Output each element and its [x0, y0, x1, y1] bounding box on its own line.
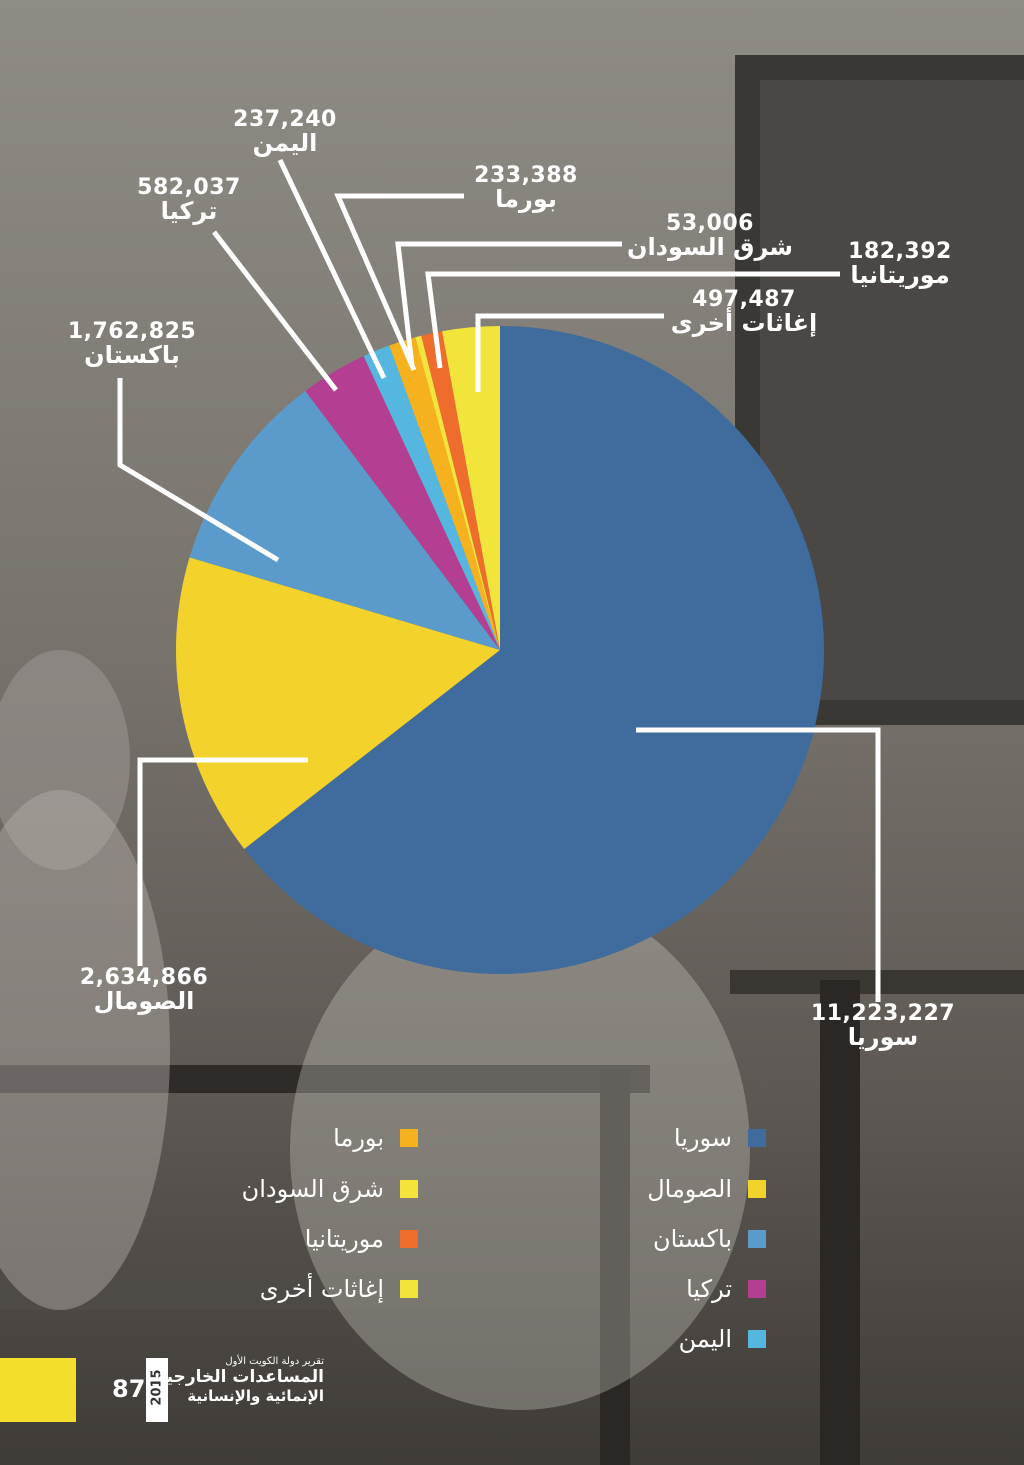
leader-line-turkey [212, 230, 338, 392]
pie-slice-other-relief [442, 326, 500, 650]
callout-somalia: 2,634,866 الصومال [74, 966, 214, 1014]
legend-item-pakistan: باكستان [653, 1225, 766, 1253]
pie-slice-turkey [305, 356, 500, 650]
footer-yellow-block [0, 1358, 76, 1422]
legend-item-yemen: اليمن [679, 1325, 766, 1353]
pie-slice-burma [389, 337, 500, 650]
callout-pakistan-label: باكستان [84, 341, 180, 370]
leader-line-burma [334, 193, 464, 372]
page-number: 87 [112, 1375, 146, 1403]
callout-east-sudan-label: شرق السودان [626, 233, 794, 262]
legend-label-mauritania: موريتانيا [304, 1225, 384, 1253]
pie-slice-yemen [363, 345, 500, 650]
legend-swatch-pakistan [748, 1230, 766, 1248]
callout-yemen-label: اليمن [252, 129, 318, 158]
legend-swatch-east-sudan [400, 1180, 418, 1198]
report-title-line3: الإنمائية والإنسانية [187, 1387, 324, 1405]
pie-slice-pakistan [189, 390, 500, 650]
callout-other-relief: 497,487 إغاثات أخرى [664, 288, 824, 336]
legend-item-syria: سوريا [674, 1124, 766, 1152]
callout-burma-value: 233,388 [474, 163, 578, 188]
legend-swatch-mauritania [400, 1230, 418, 1248]
legend-item-turkey: تركيا [686, 1275, 766, 1303]
callout-yemen-value: 237,240 [233, 107, 337, 132]
callout-pakistan-value: 1,762,825 [67, 319, 197, 344]
callout-syria-label: سوريا [847, 1023, 919, 1052]
legend-swatch-syria [748, 1129, 766, 1147]
callout-pakistan: 1,762,825 باكستان [62, 320, 202, 368]
callout-east-sudan-value: 53,006 [666, 211, 754, 236]
legend-label-burma: بورما [333, 1124, 384, 1152]
callout-other-relief-value: 497,487 [692, 287, 796, 312]
callout-burma-label: بورما [495, 185, 557, 214]
leader-line-east-sudan [395, 241, 622, 367]
pie-slice-east-sudan [415, 335, 500, 650]
legend-swatch-other-relief [400, 1280, 418, 1298]
year-box [146, 1358, 168, 1422]
callout-mauritania-label: موريتانيا [850, 261, 950, 290]
legend-item-somalia: الصومال [647, 1175, 766, 1203]
callout-somalia-label: الصومال [93, 987, 195, 1016]
legend-item-mauritania: موريتانيا [305, 1225, 418, 1253]
pie-slice-somalia [175, 557, 500, 849]
callout-somalia-value: 2,634,866 [79, 965, 209, 990]
leader-line-syria [636, 727, 881, 1002]
legend-item-east-sudan: شرق السودان [242, 1175, 418, 1203]
legend-label-yemen: اليمن [678, 1325, 732, 1353]
legend-swatch-yemen [748, 1330, 766, 1348]
leader-line-yemen [277, 158, 387, 380]
pie-slice-syria [244, 326, 824, 974]
callout-yemen: 237,240 اليمن [230, 108, 340, 156]
callout-turkey: 582,037 تركيا [134, 176, 244, 224]
legend-swatch-burma [400, 1129, 418, 1147]
legend-swatch-turkey [748, 1280, 766, 1298]
legend-item-burma: بورما [333, 1124, 418, 1152]
callout-syria: 11,223,227 سوريا [808, 1002, 958, 1050]
leader-line-somalia [137, 757, 308, 966]
legend-label-east-sudan: شرق السودان [241, 1175, 384, 1203]
leader-line-other-relief [475, 313, 664, 392]
legend-swatch-somalia [748, 1180, 766, 1198]
callout-turkey-value: 582,037 [137, 175, 241, 200]
callout-other-relief-label: إغاثات أخرى [670, 309, 818, 338]
report-title-line2: المساعدات الخارجية [156, 1367, 324, 1387]
legend-item-other-relief: إغاثات أخرى [260, 1275, 418, 1303]
legend-label-turkey: تركيا [686, 1275, 732, 1303]
callout-mauritania: 182,392 موريتانيا [840, 240, 960, 288]
callout-burma: 233,388 بورما [466, 164, 586, 212]
callout-east-sudan: 53,006 شرق السودان [620, 212, 800, 260]
report-title: تقرير دولة الكويت الأول المساعدات الخارج… [156, 1356, 324, 1405]
legend-label-other-relief: إغاثات أخرى [259, 1275, 384, 1303]
callout-mauritania-value: 182,392 [848, 239, 952, 264]
legend-label-somalia: الصومال [647, 1175, 732, 1203]
leader-line-pakistan [117, 378, 280, 563]
report-title-line1: تقرير دولة الكويت الأول [225, 1356, 324, 1367]
callout-syria-value: 11,223,227 [810, 1001, 956, 1026]
legend-label-syria: سوريا [673, 1124, 732, 1152]
callout-turkey-label: تركيا [160, 197, 218, 226]
leader-line-mauritania [425, 271, 840, 369]
pie-slice-mauritania [421, 331, 500, 650]
legend-label-pakistan: باكستان [652, 1225, 732, 1253]
